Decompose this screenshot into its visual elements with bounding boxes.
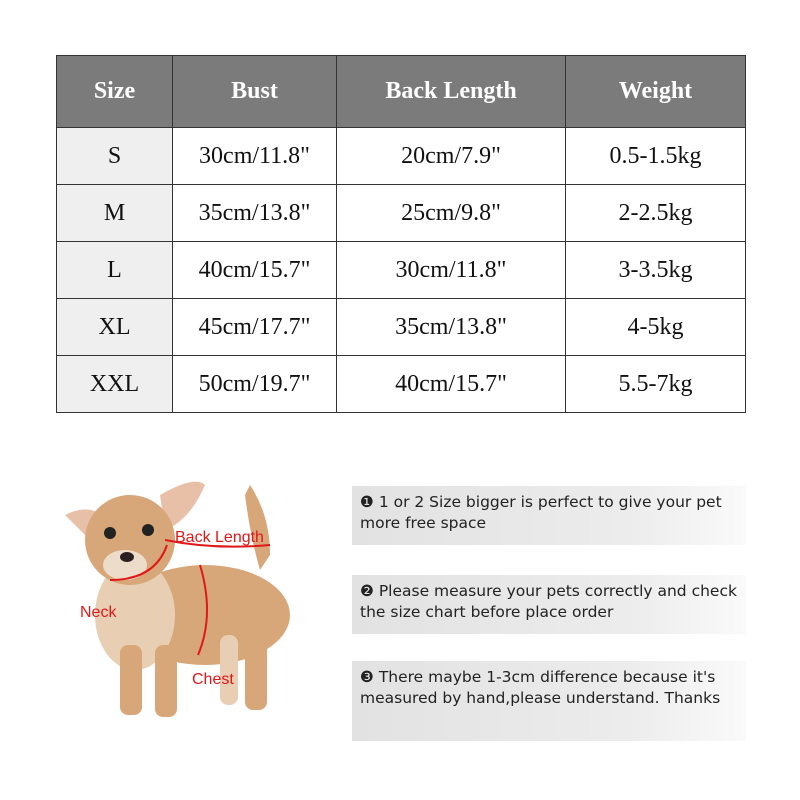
bust-cell: 50cm/19.7" xyxy=(172,355,337,413)
measurement-arrows xyxy=(109,539,271,656)
weight-cell: 0.5-1.5kg xyxy=(565,127,746,185)
weight-cell: 3-3.5kg xyxy=(565,241,746,299)
table-row: XXL 50cm/19.7" 40cm/15.7" 5.5-7kg xyxy=(56,355,746,413)
header-weight: Weight xyxy=(565,55,746,128)
table-row: XL 45cm/17.7" 35cm/13.8" 4-5kg xyxy=(56,298,746,356)
back-length-cell: 25cm/9.8" xyxy=(336,184,566,242)
note-3: ❸ There maybe 1-3cm difference because i… xyxy=(352,661,746,741)
size-cell: L xyxy=(56,241,173,299)
size-chart-table: Size Bust Back Length Weight S 30cm/11.8"… xyxy=(56,55,746,413)
header-bust: Bust xyxy=(172,55,337,128)
table-row: S 30cm/11.8" 20cm/7.9" 0.5-1.5kg xyxy=(56,127,746,185)
header-size: Size xyxy=(56,55,173,128)
size-cell: XXL xyxy=(56,355,173,413)
dog-measurement-diagram xyxy=(65,481,290,717)
bust-cell: 35cm/13.8" xyxy=(172,184,337,242)
size-cell: XL xyxy=(56,298,173,356)
bust-cell: 40cm/15.7" xyxy=(172,241,337,299)
back-length-label: Back Length xyxy=(175,529,264,546)
chest-label: Chest xyxy=(192,671,234,688)
bust-cell: 30cm/11.8" xyxy=(172,127,337,185)
note-2: ❷ Please measure your pets correctly and… xyxy=(352,575,746,634)
back-length-cell: 40cm/15.7" xyxy=(336,355,566,413)
back-length-cell: 30cm/11.8" xyxy=(336,241,566,299)
bust-cell: 45cm/17.7" xyxy=(172,298,337,356)
table-row: M 35cm/13.8" 25cm/9.8" 2-2.5kg xyxy=(56,184,746,242)
back-length-cell: 20cm/7.9" xyxy=(336,127,566,185)
table-row: L 40cm/15.7" 30cm/11.8" 3-3.5kg xyxy=(56,241,746,299)
header-back-length: Back Length xyxy=(336,55,566,128)
dog-image xyxy=(65,481,290,717)
weight-cell: 4-5kg xyxy=(565,298,746,356)
note-1: ❶ 1 or 2 Size bigger is perfect to give … xyxy=(352,486,746,545)
weight-cell: 5.5-7kg xyxy=(565,355,746,413)
table-header-row: Size Bust Back Length Weight xyxy=(56,55,746,128)
size-cell: S xyxy=(56,127,173,185)
size-cell: M xyxy=(56,184,173,242)
neck-label: Neck xyxy=(80,604,117,621)
weight-cell: 2-2.5kg xyxy=(565,184,746,242)
back-length-cell: 35cm/13.8" xyxy=(336,298,566,356)
